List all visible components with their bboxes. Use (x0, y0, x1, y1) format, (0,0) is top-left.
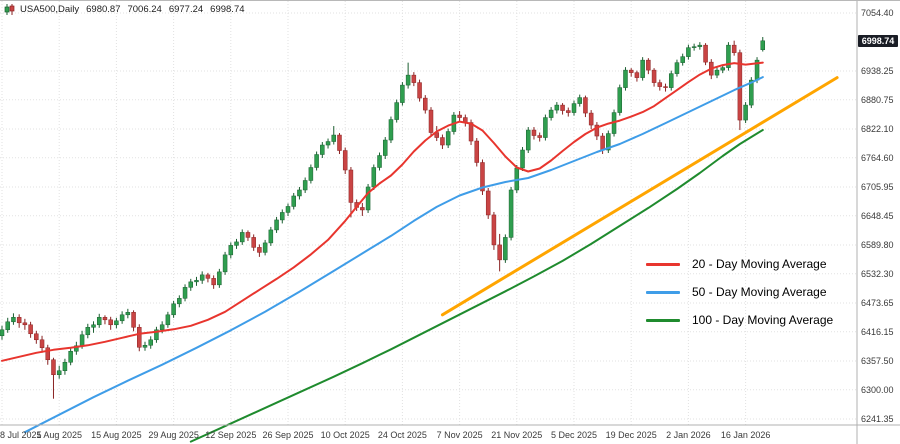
current-price-badge: 6998.74 (858, 34, 898, 47)
price-axis-label: 6822.10 (861, 124, 894, 134)
price-axis-label: 6648.45 (861, 210, 894, 221)
price-axis-label: 6416.15 (861, 326, 894, 337)
ohlc-low: 6977.24 (168, 4, 204, 15)
legend-item-ma20: 20 - Day Moving Average (646, 250, 833, 278)
time-axis-label: 16 Jan 2026 (720, 430, 771, 440)
time-axis-label: 7 Nov 2025 (436, 430, 483, 440)
ohlc-open: 6980.87 (86, 4, 121, 15)
time-axis-label: 24 Oct 2025 (377, 430, 427, 440)
time-axis-label: 1 Aug 2025 (36, 430, 82, 440)
time-axis-label: 21 Nov 2025 (491, 430, 543, 440)
price-axis-label: 6473.65 (861, 298, 894, 308)
ma20-legend-label: 20 - Day Moving Average (692, 257, 827, 271)
time-axis-label: 5 Dec 2025 (550, 430, 598, 440)
price-axis-label: 6764.60 (861, 152, 894, 163)
price-axis-label: 7054.40 (861, 8, 894, 18)
legend-item-ma50: 50 - Day Moving Average (646, 278, 833, 306)
time-axis-label: 19 Dec 2025 (605, 430, 657, 440)
time-axis-label: 12 Sep 2025 (205, 430, 257, 440)
ma-legend: 20 - Day Moving Average 50 - Day Moving … (646, 250, 833, 334)
price-axis-label: 6241.35 (861, 414, 894, 424)
ma100-legend-label: 100 - Day Moving Average (692, 313, 834, 327)
symbol-info-bar: USA500,Daily 6980.87 7006.24 6977.24 699… (4, 4, 247, 15)
time-axis-label: 15 Aug 2025 (91, 430, 142, 440)
legend-item-ma100: 100 - Day Moving Average (646, 306, 833, 334)
chart-symbol-icon (4, 4, 15, 15)
ma50-legend-label: 50 - Day Moving Average (692, 285, 827, 299)
ma50-line-sample (646, 290, 680, 294)
time-axis-label: 8 Jul 2025 (0, 430, 42, 440)
time-axis-label: 29 Aug 2025 (148, 430, 199, 440)
price-axis-label: 6705.95 (861, 182, 894, 192)
price-axis-label: 6589.80 (861, 240, 894, 250)
symbol-name: USA500,Daily (20, 4, 80, 15)
price-axis-label: 6300.00 (861, 384, 894, 395)
ohlc-close: 6998.74 (210, 4, 245, 15)
price-axis-label: 6357.50 (861, 356, 894, 366)
price-axis-label: 6532.30 (861, 268, 894, 279)
price-axis[interactable]: 7054.40 6938.25 6880.75 6822.10 6764.60 6705.… (858, 1, 900, 444)
time-axis-label: 10 Oct 2025 (320, 430, 370, 440)
price-axis-label: 6938.25 (861, 66, 894, 76)
ma100-line-sample (646, 318, 680, 322)
time-axis-label: 26 Sep 2025 (262, 430, 314, 440)
price-axis-label: 6880.75 (861, 94, 894, 105)
time-axis-label: 2 Jan 2026 (666, 430, 711, 440)
ohlc-high: 7006.24 (127, 4, 162, 15)
ma20-line-sample (646, 262, 680, 266)
time-axis[interactable]: 8 Jul 2025 1 Aug 2025 15 Aug 2025 29 Aug 20… (0, 426, 857, 444)
